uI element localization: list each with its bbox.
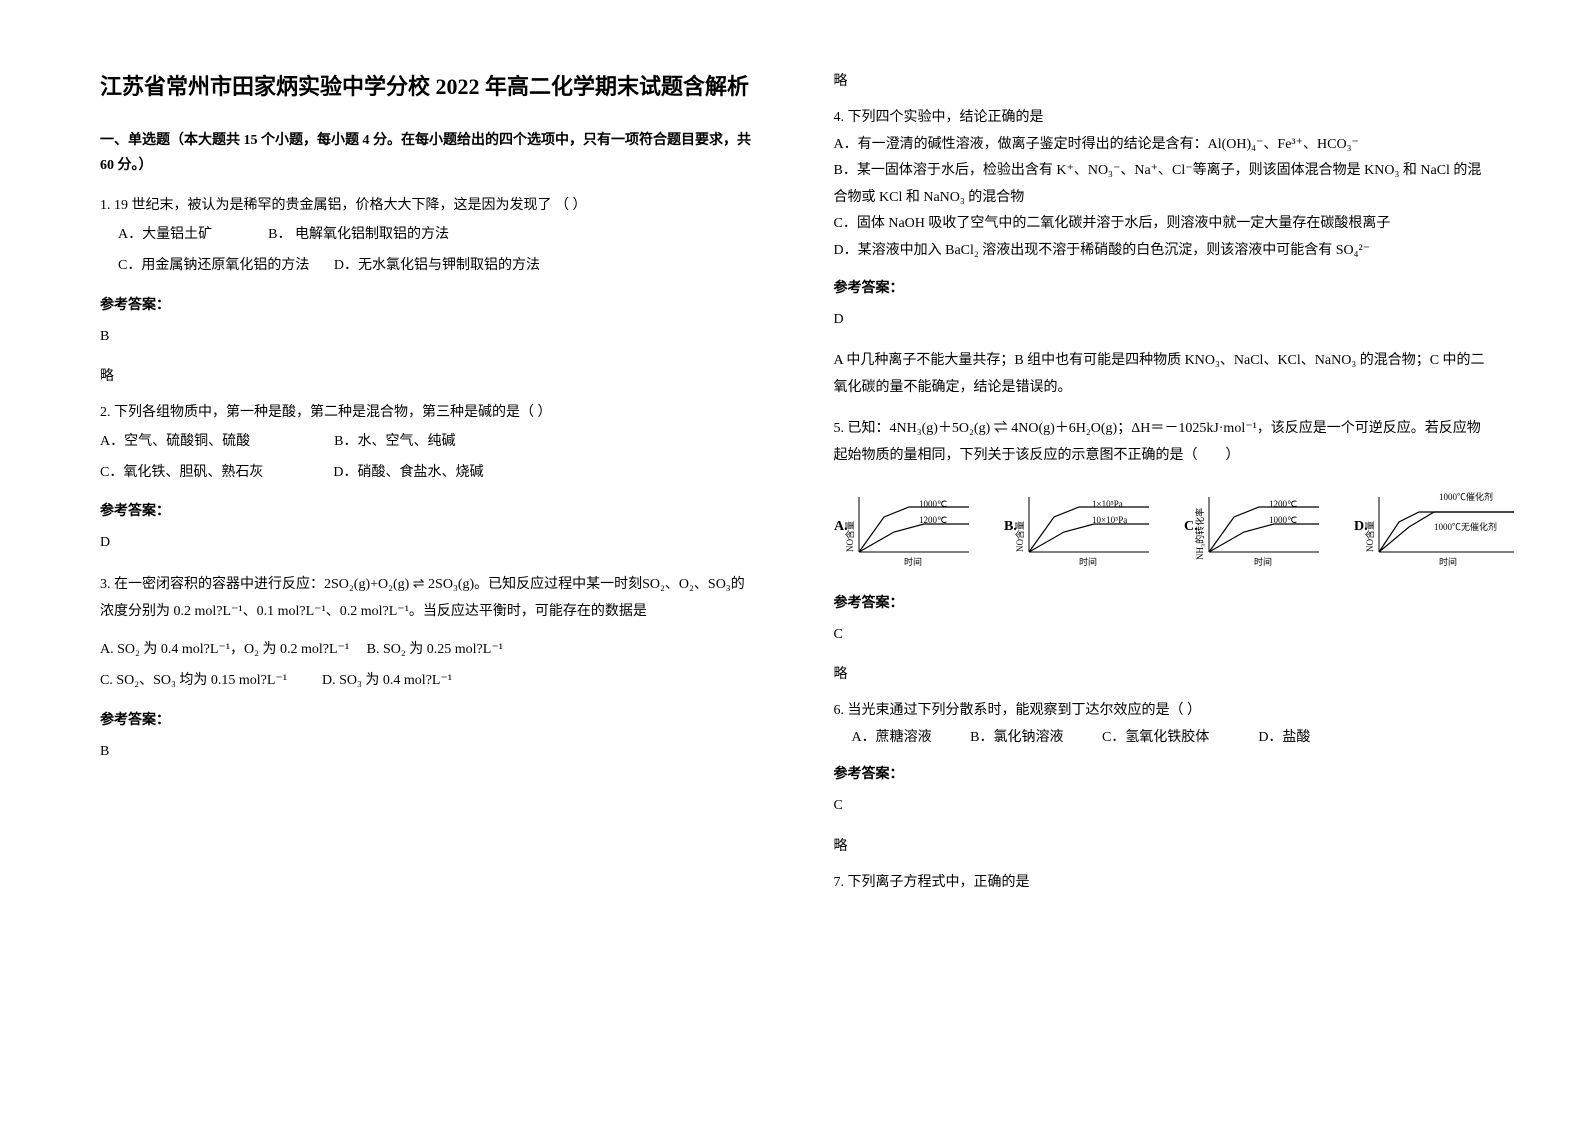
question-5: 5. 已知：4NH₃(g)＋5O₂(g) ⇌ 4NO(g)＋6H₂O(g)；ΔH… — [834, 416, 1488, 469]
q1-brief: 略 — [100, 365, 754, 385]
q2-optA: A．空气、硫酸铜、硫酸 — [100, 434, 250, 449]
question-4: 4. 下列四个实验中，结论正确的是 A．有一澄清的碱性溶液，做离子鉴定时得出的结… — [834, 105, 1488, 265]
graph-C-ylabel: NH₃的转化率 — [1194, 507, 1205, 559]
answer-label-4: 参考答案： — [834, 277, 1488, 297]
graph-B-xlabel: 时间 — [1079, 556, 1097, 567]
left-column: 江苏省常州市田家炳实验中学分校 2022 年高二化学期末试题含解析 一、单选题（… — [100, 70, 794, 1082]
q4-optA: A．有一澄清的碱性溶液，做离子鉴定时得出的结论是含有：Al(OH)₄⁻、Fe³⁺… — [834, 132, 1488, 159]
q6-optD: D．盐酸 — [1258, 730, 1310, 745]
graph-A-line2: 1200℃ — [919, 515, 947, 525]
q3-text: 3. 在一密闭容积的容器中进行反应：2SO₂(g)+O₂(g) ⇌ 2SO₃(g… — [100, 572, 754, 625]
graph-B-line1: 1×10⁵Pa — [1092, 499, 1123, 509]
question-6: 6. 当光束通过下列分散系时，能观察到丁达尔效应的是（ ） A．蔗糖溶液 B．氯… — [834, 698, 1488, 751]
graph-B: B. NO含量 1×10⁵Pa 10×10⁵Pa 时间 — [1004, 482, 1159, 577]
answer-label-5: 参考答案： — [834, 592, 1488, 612]
q1-optC: C．用金属钠还原氧化铝的方法 — [118, 258, 309, 273]
q6-brief: 略 — [834, 835, 1488, 855]
graph-A-ylabel: NO含量 — [844, 521, 855, 552]
graph-B-line2: 10×10⁵Pa — [1092, 515, 1127, 525]
right-column: 略 4. 下列四个实验中，结论正确的是 A．有一澄清的碱性溶液，做离子鉴定时得出… — [794, 70, 1488, 1082]
q3-brief: 略 — [834, 70, 1488, 90]
q6-options: A．蔗糖溶液 B．氯化钠溶液 C．氢氧化铁胶体 D．盐酸 — [852, 725, 1488, 752]
q1-optA: A．大量铝土矿 — [118, 227, 212, 242]
graph-D-svg: D. NO含量 1000℃催化剂 1000℃无催化剂 时间 — [1354, 482, 1519, 572]
graph-C-line2: 1000℃ — [1269, 515, 1297, 525]
answer-label-1: 参考答案： — [100, 294, 754, 314]
graph-D-line1: 1000℃催化剂 — [1439, 491, 1493, 502]
q2-optC: C．氧化铁、胆矾、熟石灰 — [100, 465, 263, 480]
q4-optD: D．某溶液中加入 BaCl₂ 溶液出现不溶于稀硝酸的白色沉淀，则该溶液中可能含有… — [834, 238, 1488, 265]
graph-D: D. NO含量 1000℃催化剂 1000℃无催化剂 时间 — [1354, 482, 1519, 577]
q5-graphs: A. NO含量 1000℃ 1200℃ 时间 B. NO含量 1×10⁵Pa 1 — [834, 482, 1488, 577]
q3-optD: D. SO₃ 为 0.4 mol?L⁻¹ — [322, 673, 452, 688]
graph-C-xlabel: 时间 — [1254, 556, 1272, 567]
q3-optB: B. SO₂ 为 0.25 mol?L⁻¹ — [367, 642, 503, 657]
question-3: 3. 在一密闭容积的容器中进行反应：2SO₂(g)+O₂(g) ⇌ 2SO₃(g… — [100, 572, 754, 697]
q6-optA: A．蔗糖溶液 — [852, 730, 932, 745]
q5-brief: 略 — [834, 663, 1488, 683]
q3-answer: B — [100, 739, 754, 766]
graph-B-svg: B. NO含量 1×10⁵Pa 10×10⁵Pa 时间 — [1004, 482, 1159, 572]
answer-label-6: 参考答案： — [834, 763, 1488, 783]
q2-options: A．空气、硫酸铜、硫酸 B．水、空气、纯碱 C．氧化铁、胆矾、熟石灰 D．硝酸、… — [100, 427, 754, 489]
q2-text: 2. 下列各组物质中，第一种是酸，第二种是混合物，第三种是碱的是（ ） — [100, 400, 754, 427]
graph-C-line1: 1200℃ — [1269, 499, 1297, 509]
graph-A-xlabel: 时间 — [904, 556, 922, 567]
q3-optC: C. SO₂、SO₃ 均为 0.15 mol?L⁻¹ — [100, 673, 287, 688]
q6-optC: C．氢氧化铁胶体 — [1102, 730, 1209, 745]
q3-optA: A. SO₂ 为 0.4 mol?L⁻¹，O₂ 为 0.2 mol?L⁻¹ — [100, 642, 349, 657]
q6-optB: B．氯化钠溶液 — [970, 730, 1063, 745]
q1-options: A．大量铝土矿 B． 电解氧化铝制取铝的方法 C．用金属钠还原氧化铝的方法 D．… — [118, 220, 754, 282]
section-header: 一、单选题（本大题共 15 个小题，每小题 4 分。在每小题给出的四个选项中，只… — [100, 128, 754, 178]
q4-text: 4. 下列四个实验中，结论正确的是 — [834, 105, 1488, 132]
q2-optD: D．硝酸、食盐水、烧碱 — [333, 465, 483, 480]
question-1: 1. 19 世纪末，被认为是稀罕的贵金属铝，价格大大下降，这是因为发现了 （ ）… — [100, 193, 754, 281]
q1-optD: D．无水氯化铝与钾制取铝的方法 — [334, 258, 540, 273]
q4-answer: D — [834, 307, 1488, 334]
question-7: 7. 下列离子方程式中，正确的是 — [834, 870, 1488, 897]
q6-text: 6. 当光束通过下列分散系时，能观察到丁达尔效应的是（ ） — [834, 698, 1488, 725]
page-title: 江苏省常州市田家炳实验中学分校 2022 年高二化学期末试题含解析 — [100, 70, 754, 103]
answer-label-2: 参考答案： — [100, 500, 754, 520]
q4-optC: C．固体 NaOH 吸收了空气中的二氧化碳并溶于水后，则溶液中就一定大量存在碳酸… — [834, 211, 1488, 238]
graph-A-svg: A. NO含量 1000℃ 1200℃ 时间 — [834, 482, 979, 572]
q7-text: 7. 下列离子方程式中，正确的是 — [834, 870, 1488, 897]
answer-label-3: 参考答案： — [100, 709, 754, 729]
q1-optB: B． 电解氧化铝制取铝的方法 — [268, 227, 449, 242]
q5-text: 5. 已知：4NH₃(g)＋5O₂(g) ⇌ 4NO(g)＋6H₂O(g)；ΔH… — [834, 416, 1488, 469]
graph-D-line2: 1000℃无催化剂 — [1434, 521, 1497, 532]
q2-answer: D — [100, 530, 754, 557]
q5-answer: C — [834, 622, 1488, 649]
graph-D-xlabel: 时间 — [1439, 556, 1457, 567]
q4-optB: B．某一固体溶于水后，检验出含有 K⁺、NO₃⁻、Na⁺、Cl⁻等离子，则该固体… — [834, 158, 1488, 211]
graph-A-line1: 1000℃ — [919, 499, 947, 509]
graph-D-ylabel: NO含量 — [1364, 521, 1375, 552]
q6-answer: C — [834, 793, 1488, 820]
q4-explain: A 中几种离子不能大量共存；B 组中也有可能是四种物质 KNO₃、NaCl、KC… — [834, 348, 1488, 401]
graph-C: C. NH₃的转化率 1200℃ 1000℃ 时间 — [1184, 482, 1329, 577]
question-2: 2. 下列各组物质中，第一种是酸，第二种是混合物，第三种是碱的是（ ） A．空气… — [100, 400, 754, 488]
graph-B-ylabel: NO含量 — [1014, 521, 1025, 552]
graph-A: A. NO含量 1000℃ 1200℃ 时间 — [834, 482, 979, 577]
q1-text: 1. 19 世纪末，被认为是稀罕的贵金属铝，价格大大下降，这是因为发现了 （ ） — [100, 193, 754, 220]
q2-optB: B．水、空气、纯碱 — [334, 434, 455, 449]
graph-C-svg: C. NH₃的转化率 1200℃ 1000℃ 时间 — [1184, 482, 1329, 572]
q3-options: A. SO₂ 为 0.4 mol?L⁻¹，O₂ 为 0.2 mol?L⁻¹ B.… — [100, 635, 754, 697]
q1-answer: B — [100, 324, 754, 351]
